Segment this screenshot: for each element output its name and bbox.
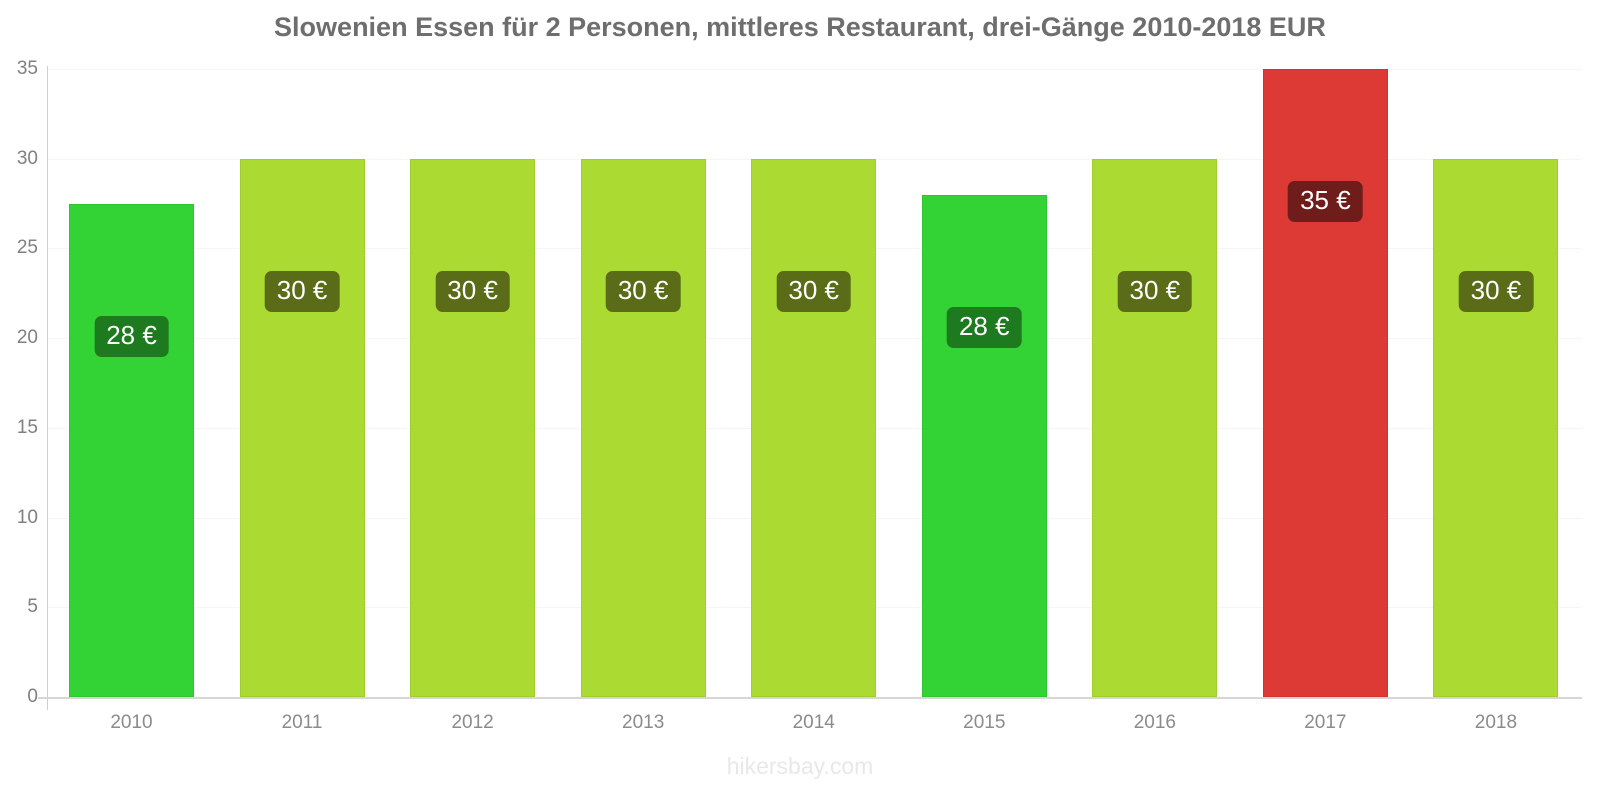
bar-value-label: 30 € bbox=[435, 270, 510, 312]
plot-area: 28 € 30 € 30 € 30 € 30 € 28 € 30 € 35 € 30 € bbox=[47, 69, 1582, 697]
bar[interactable] bbox=[921, 194, 1047, 697]
gridline bbox=[47, 69, 1582, 70]
bar[interactable] bbox=[239, 158, 365, 697]
bar[interactable] bbox=[1433, 158, 1559, 697]
y-axis-line bbox=[47, 66, 48, 700]
bar-value-label: 30 € bbox=[1458, 270, 1534, 312]
bar[interactable] bbox=[1262, 69, 1388, 697]
x-axis-tick-label: 2015 bbox=[963, 712, 1006, 733]
x-axis-tick-label: 2013 bbox=[622, 712, 665, 733]
bar[interactable] bbox=[580, 158, 706, 697]
y-axis-tick-label: 10 bbox=[16, 506, 38, 528]
x-axis-tick-label: 2017 bbox=[1304, 712, 1347, 733]
bar-value-label: 30 € bbox=[1117, 270, 1193, 312]
bar[interactable] bbox=[69, 203, 194, 697]
chart-title: Slowenien Essen für 2 Personen, mittlere… bbox=[274, 12, 1326, 42]
y-axis-tick-label: 20 bbox=[16, 327, 38, 349]
bar-value-label: 28 € bbox=[94, 315, 169, 357]
y-axis-tick-label: 5 bbox=[27, 596, 38, 618]
bar-value-label: 30 € bbox=[264, 270, 340, 312]
x-axis-tick-label: 2016 bbox=[1133, 712, 1176, 733]
x-axis-tick-label: 2011 bbox=[281, 712, 323, 733]
y-axis-tick-label: 35 bbox=[16, 58, 38, 79]
y-axis-tick-label: 25 bbox=[16, 237, 38, 259]
x-axis-tick-label: 2010 bbox=[110, 712, 153, 733]
y-axis-tick-label: 15 bbox=[16, 416, 38, 438]
x-axis-tick-label: 2014 bbox=[792, 712, 835, 733]
bar-value-label: 30 € bbox=[776, 270, 852, 312]
bar-value-label: 30 € bbox=[605, 270, 681, 312]
bar[interactable] bbox=[1092, 158, 1218, 697]
x-axis-tick-label: 2012 bbox=[451, 712, 494, 733]
bar[interactable] bbox=[751, 158, 877, 697]
x-axis-tick-label: 2018 bbox=[1474, 712, 1518, 733]
bar[interactable] bbox=[410, 158, 536, 697]
y-axis-tick-label: 30 bbox=[16, 147, 38, 169]
footer-credit: hikersbay.com bbox=[726, 753, 874, 779]
bar-value-label: 28 € bbox=[946, 306, 1022, 348]
x-axis-line bbox=[38, 697, 1582, 699]
y-axis-tick-label: 0 bbox=[27, 686, 38, 707]
x-axis-origin-tick bbox=[47, 698, 48, 710]
bar-value-label: 35 € bbox=[1288, 181, 1363, 223]
